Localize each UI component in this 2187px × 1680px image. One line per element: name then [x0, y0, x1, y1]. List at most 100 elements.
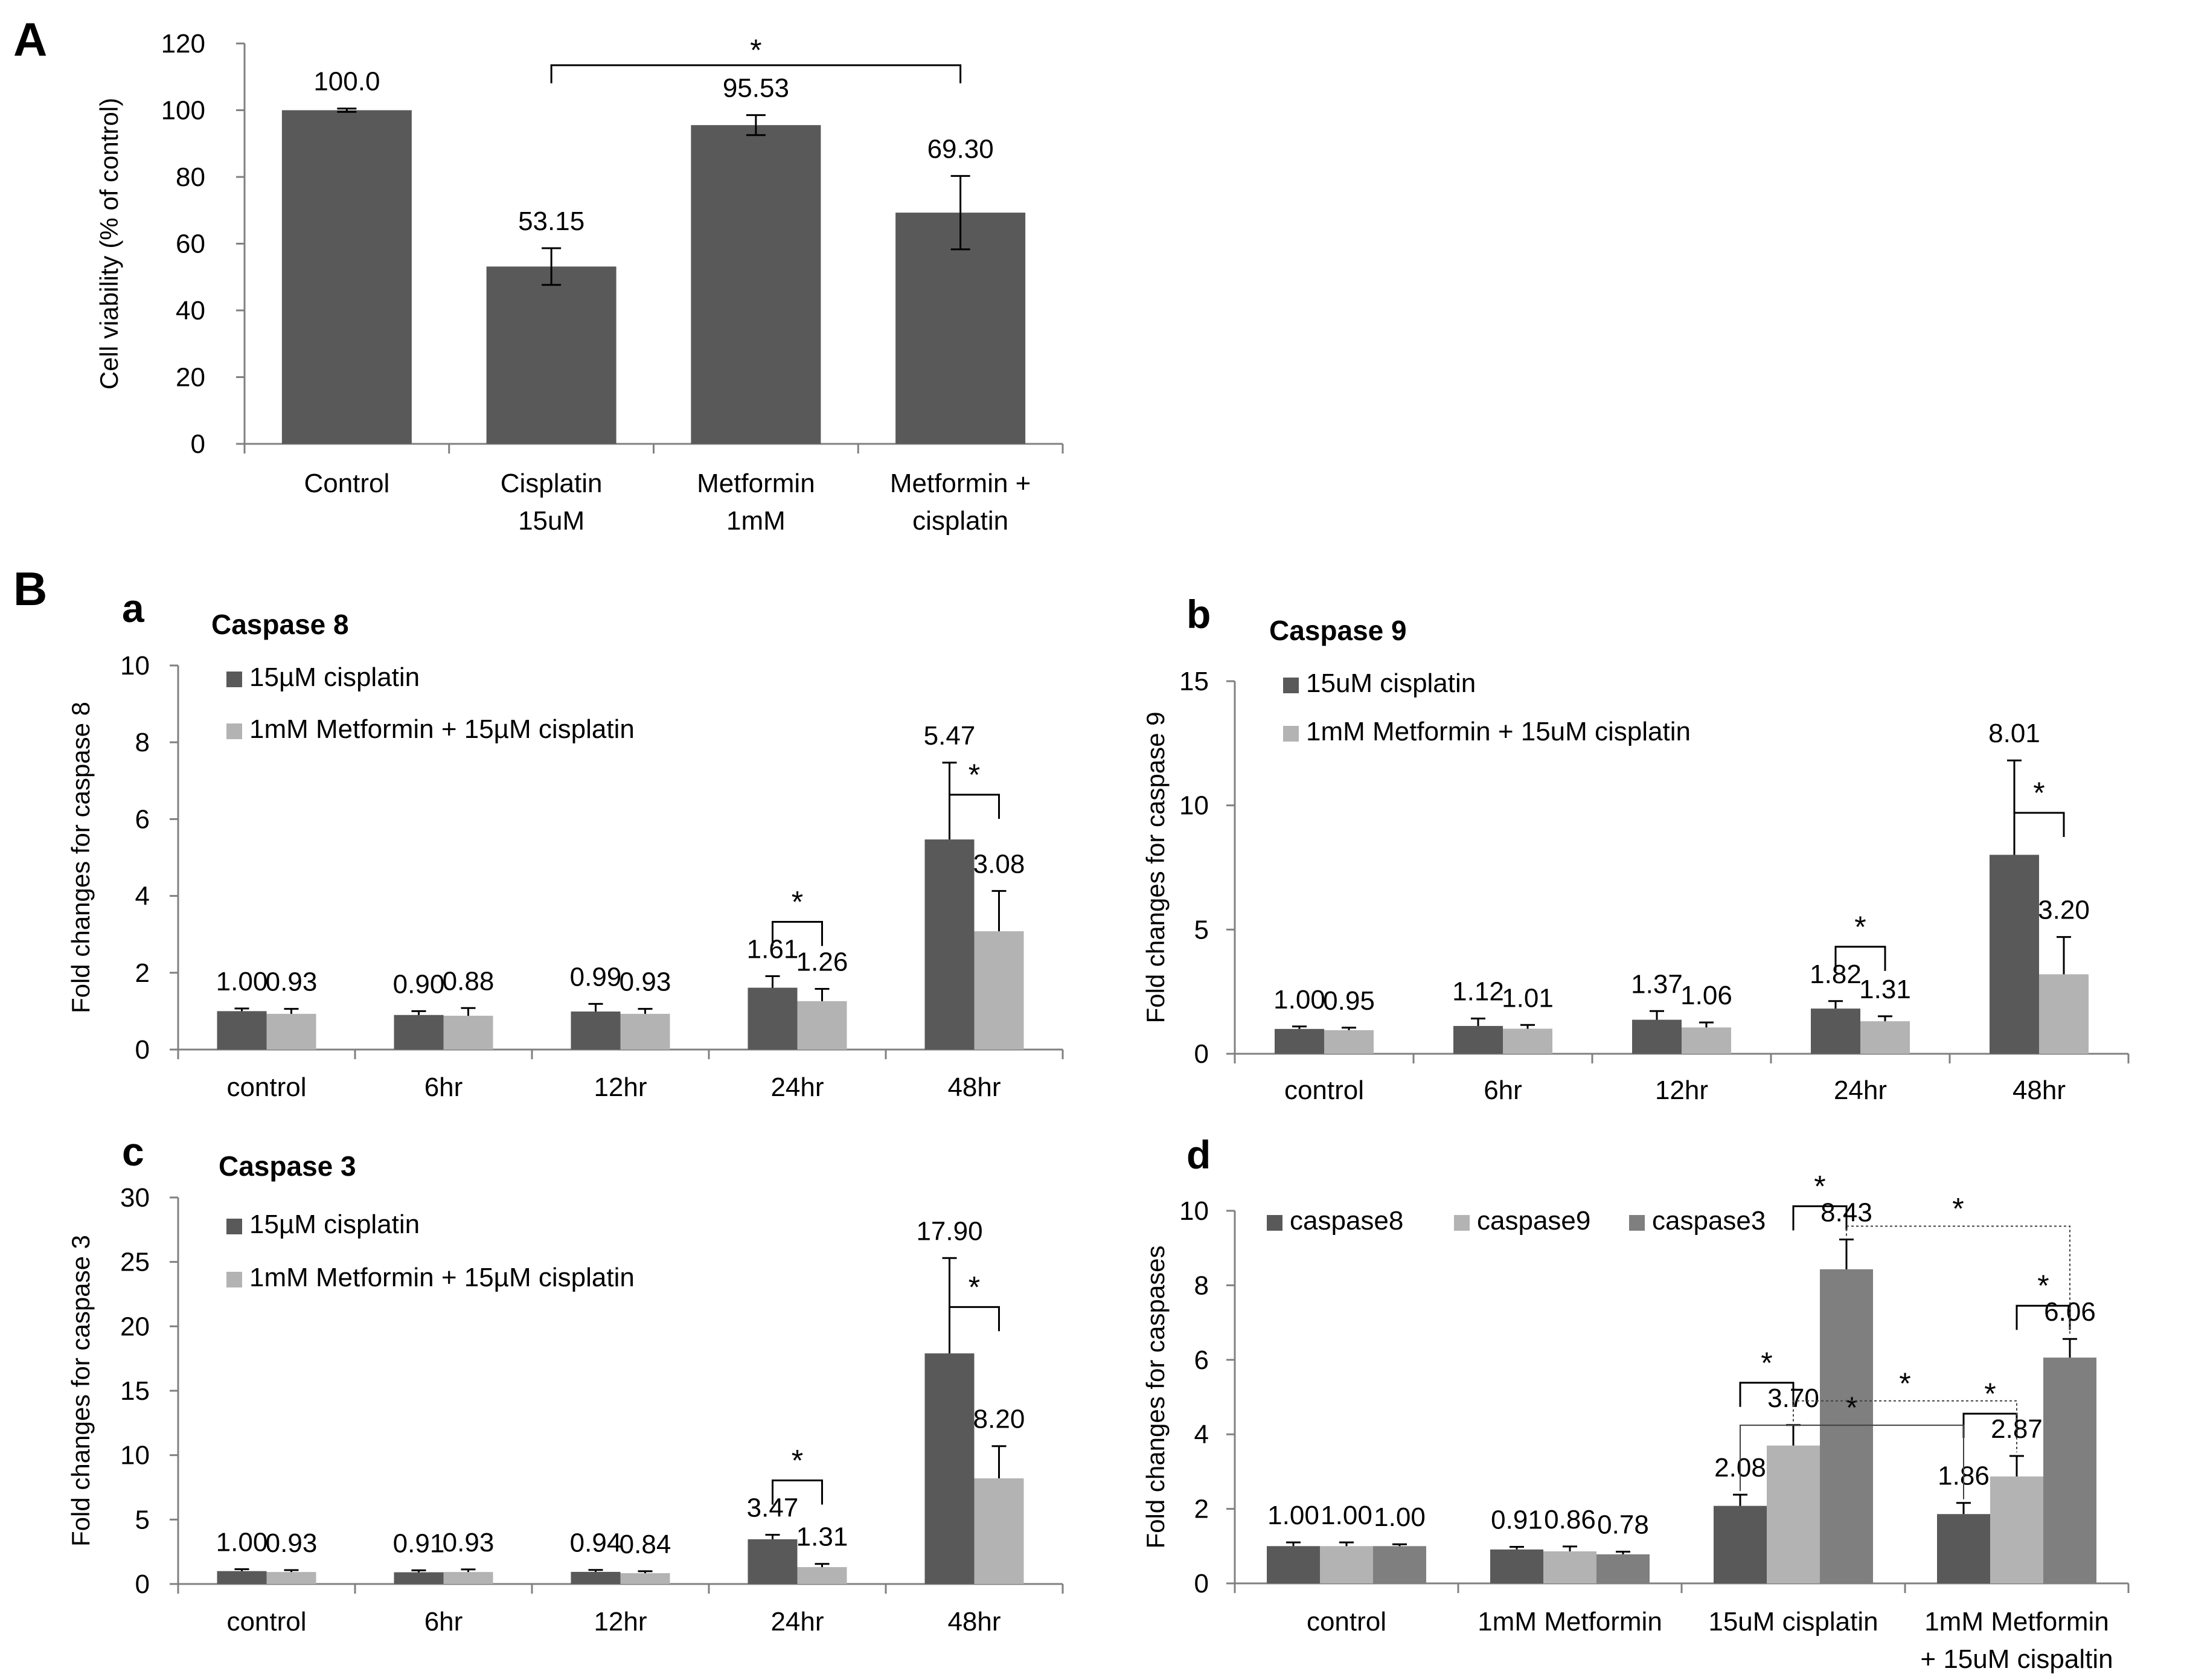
y-tick-label: 6 [1194, 1345, 1209, 1375]
significance-star: * [1814, 1170, 1825, 1204]
data-label: 0.93 [266, 1528, 318, 1558]
bar [1820, 1269, 1873, 1583]
data-label: 1.00 [1267, 1501, 1319, 1530]
bar [895, 213, 1026, 444]
bar [1320, 1546, 1373, 1583]
data-label: 0.99 [570, 962, 622, 992]
x-category-label: 15uM cisplatin [1708, 1607, 1878, 1637]
y-tick-label: 4 [135, 882, 150, 911]
y-tick-label: 10 [120, 651, 150, 681]
x-category-label: 48hr [947, 1072, 1001, 1102]
significance-star: * [1846, 1391, 1857, 1425]
data-label: 100.0 [313, 67, 380, 97]
data-label: 0.93 [620, 967, 671, 997]
bar [924, 839, 975, 1050]
bar [620, 1013, 670, 1050]
significance-star: * [1854, 910, 1866, 944]
bar [1860, 1021, 1910, 1054]
data-label: 0.90 [393, 969, 445, 999]
y-tick-label: 10 [1179, 791, 1209, 821]
bar [1937, 1514, 1990, 1583]
x-category-label: Metformin + [890, 469, 1031, 498]
data-label: 0.94 [570, 1528, 622, 1558]
significance-star: * [750, 33, 761, 67]
bar [1682, 1027, 1731, 1054]
data-label: 1.00 [216, 967, 268, 996]
bar [1324, 1030, 1374, 1054]
panel-label: c [122, 1129, 144, 1174]
data-label: 1.01 [1502, 983, 1554, 1013]
x-category-label: 24hr [770, 1072, 824, 1102]
data-label: 0.78 [1597, 1510, 1649, 1540]
y-tick-label: 2 [1194, 1495, 1209, 1524]
x-category-label: control [1284, 1076, 1364, 1105]
data-label: 0.93 [443, 1528, 495, 1557]
x-category-label: Metformin [697, 469, 815, 498]
bar [1490, 1549, 1543, 1583]
legend-label: 1mM Metformin + 15uM cisplatin [1306, 717, 1691, 746]
bar [1811, 1008, 1860, 1054]
legend-label: 15µM cisplatin [249, 1210, 420, 1239]
legend-label: 15µM cisplatin [249, 662, 420, 692]
significance-bracket [772, 921, 823, 946]
y-axis-label: Fold changes for caspase 3 [66, 1235, 95, 1547]
bar [394, 1572, 444, 1584]
data-label: 1.31 [1859, 975, 1911, 1004]
bar [443, 1572, 493, 1584]
x-category-label: control [1307, 1607, 1386, 1637]
data-label: 17.90 [916, 1216, 982, 1246]
significance-star: * [1952, 1192, 1964, 1226]
y-axis-label: Fold changes for caspase 8 [66, 702, 95, 1013]
data-label: 0.93 [266, 967, 318, 997]
chart-title: Caspase 9 [1269, 615, 1407, 646]
chart-cell-viability: 0 20 40 60 80 100 120 Cell viability (% of cont… [95, 29, 1064, 536]
data-label: 1.00 [1374, 1502, 1426, 1532]
legend-swatch [1283, 678, 1299, 693]
x-category-label: 24hr [1834, 1076, 1887, 1105]
panel-label: d [1186, 1132, 1211, 1177]
bar [974, 931, 1024, 1050]
x-category-label: + 15uM cispaltin [1920, 1644, 2113, 1674]
significance-star: * [1761, 1346, 1772, 1380]
y-tick-label: 10 [1179, 1196, 1209, 1226]
y-axis-label: Fold changes for caspase 9 [1141, 712, 1170, 1024]
y-tick-label: 0 [191, 429, 205, 459]
y-tick-label: 0 [135, 1569, 150, 1599]
y-tick-label: 8 [135, 728, 150, 757]
data-label: 0.95 [1323, 986, 1375, 1016]
bar [797, 1001, 847, 1050]
bar [571, 1012, 621, 1050]
y-tick-label: 40 [176, 296, 205, 325]
data-label: 1.31 [796, 1522, 848, 1552]
data-label: 0.88 [443, 966, 495, 996]
bar [1267, 1546, 1320, 1583]
x-category-label: Cisplatin [501, 469, 603, 498]
panel-label-B: B [13, 562, 47, 615]
data-label: 1.00 [216, 1527, 268, 1557]
chart-title: Caspase 3 [219, 1150, 356, 1182]
x-category-label: 1mM Metformin [1924, 1607, 2109, 1637]
data-label: 0.91 [1491, 1505, 1543, 1535]
significance-bracket [1792, 1205, 1848, 1231]
panel-label-A: A [13, 13, 47, 66]
y-tick-label: 80 [176, 162, 205, 192]
significance-bracket [550, 64, 962, 83]
chart-caspase-8: a Caspase 8 0 2 4 6 8 10 Fold changes for caspas… [66, 586, 1064, 1102]
bar [1275, 1028, 1324, 1054]
x-category-label: cisplatin [912, 506, 1008, 536]
bar [1503, 1028, 1552, 1054]
significance-bracket [1846, 1225, 2070, 1336]
significance-star: * [2037, 1269, 2049, 1303]
y-tick-label: 20 [176, 363, 205, 393]
significance-bracket [772, 1480, 823, 1505]
x-category-label: 15uM [518, 506, 584, 536]
bar [1767, 1445, 1820, 1583]
bar [1632, 1019, 1682, 1054]
data-label: 3.08 [973, 849, 1025, 879]
bar [217, 1571, 267, 1584]
bar [1543, 1551, 1596, 1583]
bar [924, 1353, 975, 1584]
x-category-label: 12hr [594, 1072, 647, 1102]
legend-label: caspase3 [1652, 1206, 1766, 1236]
bar [1596, 1554, 1650, 1583]
